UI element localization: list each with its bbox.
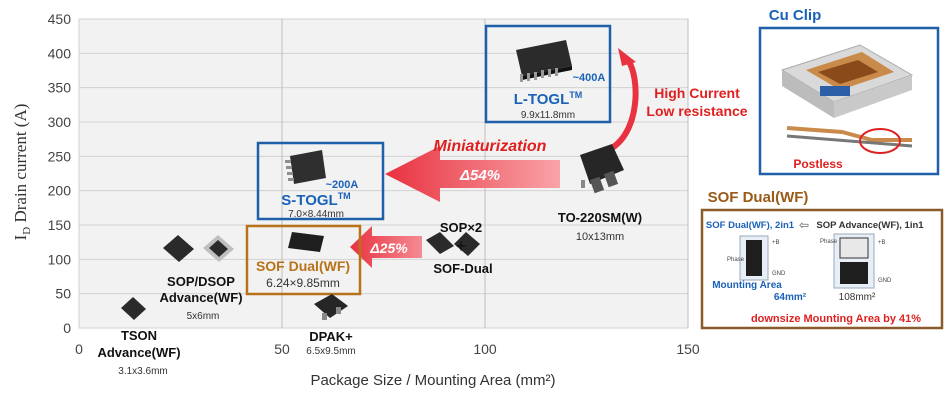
x-tick-label: 0 [75, 341, 83, 357]
x-tick-label: 150 [676, 341, 700, 357]
y-tick-labels: 0 50 100 150 200 250 300 350 400 450 [48, 11, 72, 336]
y-tick-label: 350 [48, 80, 72, 96]
sof-left-chip [746, 240, 762, 276]
dpak-size: 6.5x9.5mm [306, 346, 355, 357]
tson-package-image [121, 297, 146, 320]
stogl-box [256, 141, 385, 221]
sof-dual-combo-label: SOF-Dual [433, 261, 492, 276]
sop-right-phase: Phase [820, 239, 838, 245]
stogl-current: ~200A [326, 179, 359, 191]
sof-dual-name: SOF Dual(WF) [256, 258, 350, 274]
downsize-label: downsize Mounting Area by 41% [751, 313, 921, 325]
sof-left-phase: Phase [727, 257, 745, 263]
sof-left-gnd: GND [772, 271, 786, 277]
sof-dual-box [245, 224, 362, 296]
sop-right-chip-bottom [840, 262, 868, 284]
sopx2-package-images [426, 232, 480, 256]
y-tick-label: 200 [48, 183, 72, 199]
dpak-name: DPAK+ [309, 329, 353, 344]
y-axis-label: ID Drain current (A) [11, 104, 33, 241]
sop-right-chip-top [839, 237, 869, 259]
y-tick-label: 450 [48, 11, 72, 27]
tson-name1: TSON [121, 328, 157, 343]
delta54-label: Δ54% [459, 167, 500, 184]
ltogl-name: L-TOGLTM [514, 90, 583, 108]
sop-dsop-name1: SOP/DSOP [167, 274, 235, 289]
y-tick-label: 400 [48, 45, 72, 61]
delta25-label: Δ25% [369, 240, 408, 256]
sof-dual-size: 6.24×9.85mm [266, 276, 340, 290]
mounting-area-label: Mounting Area [712, 280, 782, 291]
tson-size: 3.1x3.6mm [118, 366, 167, 377]
delta25-arrow: Δ25% [350, 226, 422, 268]
high-current-label: High Current [654, 85, 740, 101]
mounting-area-right: 108mm² [839, 292, 876, 303]
x-tick-label: 50 [274, 341, 290, 357]
ltogl-size: 9.9x11.8mm [521, 110, 575, 121]
y-tick-label: 100 [48, 251, 72, 267]
low-resistance-label: Low resistance [646, 103, 747, 119]
sof-panel-right-title: SOP Advance(WF), 1in1 [816, 220, 924, 231]
x-axis-label: Package Size / Mounting Area (mm²) [310, 372, 555, 389]
sopx2-label: SOP×2 [440, 220, 482, 235]
y-tick-label: 50 [55, 286, 71, 302]
postless-label: Postless [793, 157, 843, 171]
miniaturization-label: Miniaturization [434, 138, 547, 155]
to220-package-image [580, 144, 624, 194]
high-current-arrow [610, 48, 639, 151]
plus-sign: + [456, 236, 467, 256]
sop-right-gnd: GND [878, 278, 892, 284]
ltogl-package-image [516, 40, 572, 82]
ltogl-current: ~400A [573, 72, 606, 84]
sop-dsop-size: 5x6mm [187, 311, 220, 322]
sof-left-b: +B [772, 240, 780, 246]
dpak-package-image [314, 294, 348, 320]
sof-dual-package-image [288, 232, 324, 252]
sof-panel-title: SOF Dual(WF) [708, 189, 809, 206]
to220-name: TO-220SM(W) [558, 210, 642, 225]
ltogl-box [484, 24, 612, 124]
to220-size: 10x13mm [576, 231, 624, 243]
stogl-package-image [285, 150, 326, 184]
miniaturization-arrow: Δ54% [385, 146, 560, 202]
y-tick-label: 300 [48, 114, 72, 130]
stogl-name: S-TOGLTM [281, 191, 350, 209]
y-tick-label: 250 [48, 148, 72, 164]
sof-panel-left-title: SOF Dual(WF), 2in1 [706, 220, 795, 231]
x-tick-labels: 0 50 100 150 [75, 341, 700, 357]
y-tick-label: 0 [63, 320, 71, 336]
x-tick-label: 100 [473, 341, 497, 357]
sop-dsop-name2: Advance(WF) [159, 290, 242, 305]
sof-panel-arrow-icon: ⇦ [799, 218, 809, 232]
cu-clip-title: Cu Clip [769, 7, 822, 24]
stogl-size: 7.0×8.44mm [288, 209, 344, 220]
y-tick-label: 150 [48, 217, 72, 233]
mounting-area-left: 64mm² [774, 292, 807, 303]
sop-right-b: +B [878, 240, 886, 246]
sop-dsop-package-images [163, 235, 234, 262]
cu-clip-illustration [780, 44, 914, 154]
tson-name2: Advance(WF) [97, 345, 180, 360]
